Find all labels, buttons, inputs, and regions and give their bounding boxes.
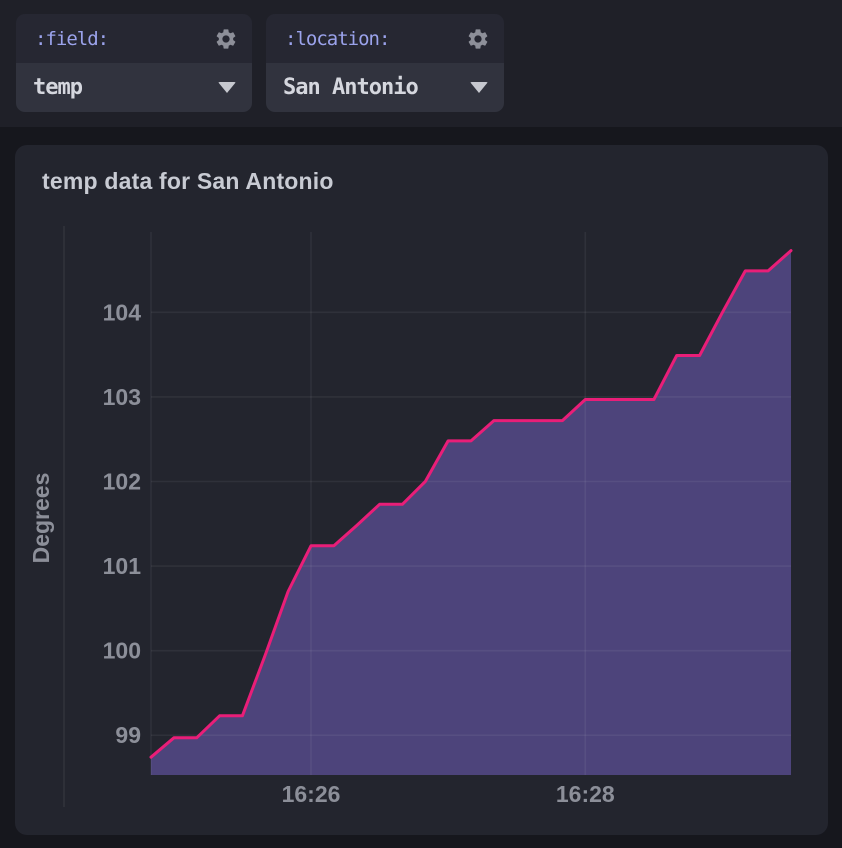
location-variable-widget: :location: San Antonio [266, 14, 504, 112]
chevron-down-icon [218, 82, 236, 93]
field-variable-label: :field: [35, 27, 109, 50]
area-fill [151, 250, 791, 776]
y-tick-label: 104 [103, 299, 142, 325]
x-tick-label: 16:28 [556, 781, 615, 807]
y-tick-label: 103 [103, 384, 141, 410]
y-tick-label: 102 [103, 469, 141, 495]
gear-icon [216, 28, 236, 49]
temp-series-line [149, 249, 793, 759]
location-variable-label: :location: [285, 27, 390, 50]
variables-toolbar: :field: temp :location: San Antonio [0, 0, 842, 127]
chart-title: temp data for San Antonio [42, 168, 334, 194]
field-settings-button[interactable] [214, 27, 238, 51]
y-axis-title: Degrees [28, 473, 54, 564]
field-variable-value: temp [33, 75, 83, 100]
y-tick-label: 101 [103, 553, 142, 579]
chevron-down-icon [470, 82, 488, 93]
temp-area-chart[interactable]: 99 100 101 102 103 104 16:26 16:28 Degrees [15, 145, 828, 835]
y-tick-label: 99 [115, 722, 141, 748]
chart-panel: temp data for San Antonio 99 100 101 102 103… [15, 145, 828, 835]
location-variable-value: San Antonio [283, 75, 419, 100]
field-variable-dropdown[interactable]: temp [16, 63, 252, 112]
x-tick-label: 16:26 [282, 781, 341, 807]
y-tick-label: 100 [103, 638, 141, 664]
location-settings-button[interactable] [466, 27, 490, 51]
location-variable-dropdown[interactable]: San Antonio [266, 63, 504, 112]
gear-icon [468, 28, 488, 49]
field-variable-header: :field: [16, 14, 252, 63]
location-variable-header: :location: [266, 14, 504, 63]
field-variable-widget: :field: temp [16, 14, 252, 112]
